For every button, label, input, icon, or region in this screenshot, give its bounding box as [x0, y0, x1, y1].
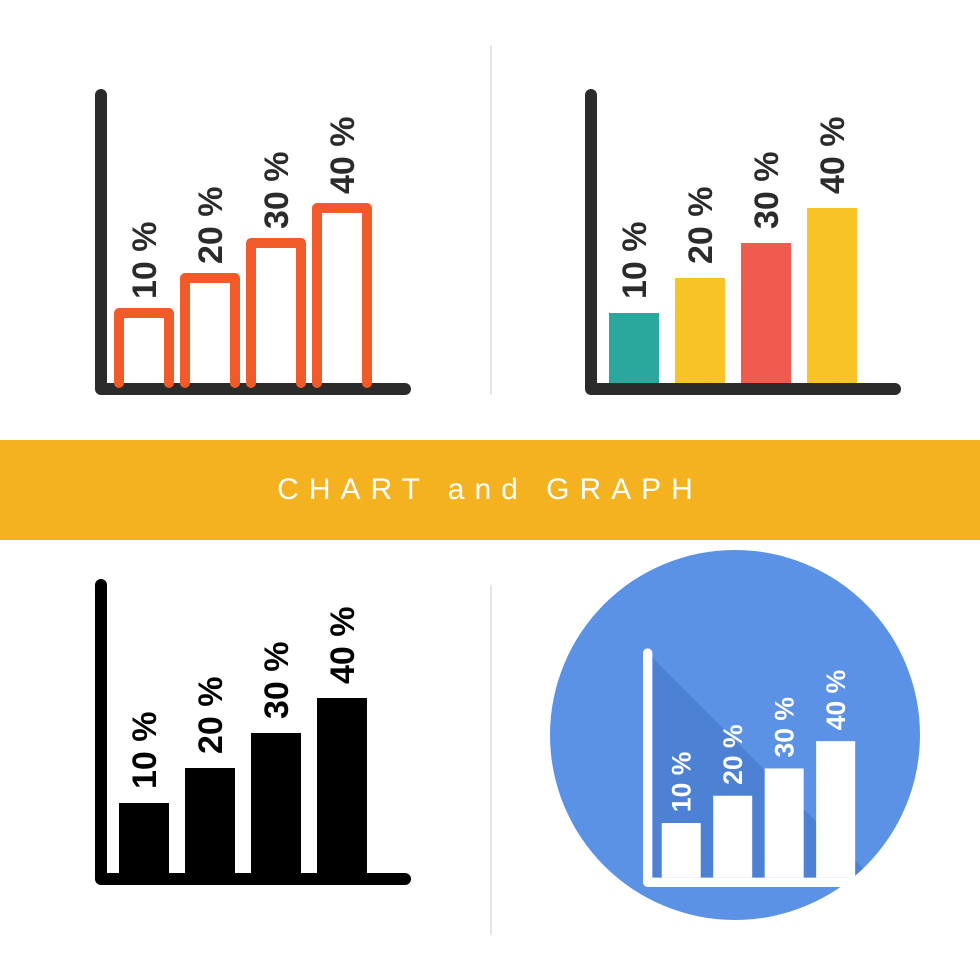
bar-label: 40 % [324, 117, 362, 195]
bar [609, 313, 659, 383]
cell-circle: 10 % 20 % 30 % 40 % [490, 490, 980, 980]
bar [662, 823, 701, 878]
bar-label: 20 % [682, 187, 720, 265]
bar [119, 313, 169, 383]
bar-label: 30 % [258, 152, 296, 230]
bar-label: 30 % [769, 697, 799, 757]
bar [675, 278, 725, 383]
bar [251, 243, 301, 383]
bar [185, 768, 235, 873]
bar [816, 741, 855, 878]
cell-outline: 10 % 20 % 30 % 40 % [0, 0, 490, 490]
bar-label: 30 % [748, 152, 786, 230]
bar-chart-icon: 10 % 20 % 30 % 40 % [565, 75, 905, 415]
bar-label: 10 % [126, 222, 164, 300]
bar-label: 40 % [814, 117, 852, 195]
bar-label: 10 % [667, 752, 697, 812]
cell-solid: 10 % 20 % 30 % 40 % [0, 490, 490, 980]
bar-chart-icon: 10 % 20 % 30 % 40 % [540, 540, 930, 930]
bar [713, 796, 752, 878]
cell-color: 10 % 20 % 30 % 40 % [490, 0, 980, 490]
bar-chart-icon: 10 % 20 % 30 % 40 % [75, 565, 415, 905]
bar [807, 208, 857, 383]
bar-label: 10 % [126, 712, 164, 790]
bar-label: 20 % [718, 724, 748, 784]
bar-label: 20 % [192, 677, 230, 755]
bar [741, 243, 791, 383]
bar [317, 208, 367, 383]
bar-label: 40 % [821, 670, 851, 730]
icon-grid: 10 % 20 % 30 % 40 % 10 % 20 % 30 % 40 % 10 % 20… [0, 0, 980, 980]
bar [119, 803, 169, 873]
bar [185, 278, 235, 383]
bar-label: 20 % [192, 187, 230, 265]
bar [317, 698, 367, 873]
bar-label: 40 % [324, 607, 362, 685]
bar-label: 30 % [258, 642, 296, 720]
bar [251, 733, 301, 873]
bar [765, 768, 804, 877]
bar-label: 10 % [616, 222, 654, 300]
bar-chart-icon: 10 % 20 % 30 % 40 % [75, 75, 415, 415]
